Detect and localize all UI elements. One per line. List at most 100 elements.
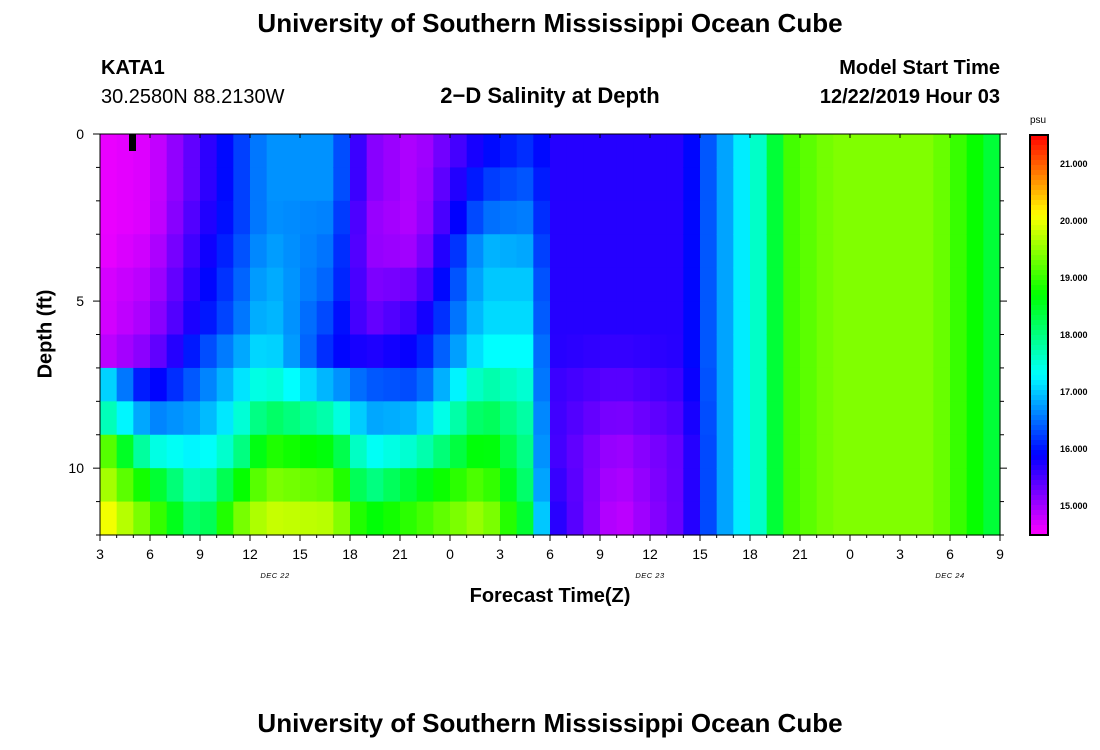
heatmap-cell bbox=[166, 367, 184, 402]
heatmap-cell bbox=[283, 234, 301, 269]
heatmap-cell bbox=[866, 200, 884, 235]
heatmap-cell bbox=[783, 468, 801, 503]
heatmap-cell bbox=[450, 501, 468, 536]
heatmap-cell bbox=[533, 167, 551, 202]
colorbar-segment bbox=[1030, 490, 1048, 496]
heatmap-cell bbox=[416, 267, 434, 302]
heatmap-cell bbox=[900, 434, 918, 469]
heatmap-cell bbox=[933, 167, 951, 202]
heatmap-cell bbox=[233, 501, 251, 536]
colorbar-segment bbox=[1030, 400, 1048, 406]
heatmap-cell bbox=[750, 401, 768, 436]
heatmap-cell bbox=[833, 301, 851, 336]
heatmap-cell bbox=[916, 200, 934, 235]
heatmap-cell bbox=[216, 301, 234, 336]
heatmap-cell bbox=[983, 200, 1001, 235]
heatmap-cell bbox=[166, 468, 184, 503]
heatmap-cell bbox=[600, 167, 618, 202]
colorbar-frame bbox=[1029, 134, 1049, 536]
colorbar-segment bbox=[1030, 515, 1048, 521]
heatmap-cell bbox=[133, 200, 151, 235]
heatmap-cell bbox=[633, 334, 651, 369]
heatmap-cell bbox=[300, 501, 318, 536]
heatmap-cell bbox=[266, 234, 284, 269]
heatmap-cell bbox=[683, 334, 701, 369]
heatmap-cell bbox=[683, 234, 701, 269]
x-tick-label: 12 bbox=[642, 546, 658, 562]
heatmap-cell bbox=[200, 501, 218, 536]
heatmap-cell bbox=[966, 334, 984, 369]
heatmap-cell bbox=[300, 267, 318, 302]
heatmap-cell bbox=[283, 200, 301, 235]
heatmap-cell bbox=[800, 468, 818, 503]
heatmap-cell bbox=[700, 434, 718, 469]
heatmap-cell bbox=[666, 434, 684, 469]
heatmap-cell bbox=[333, 234, 351, 269]
heatmap-cell bbox=[866, 468, 884, 503]
heatmap-cell bbox=[850, 134, 868, 169]
heatmap-cell bbox=[516, 501, 534, 536]
heatmap-cell bbox=[966, 167, 984, 202]
heatmap-cell bbox=[800, 267, 818, 302]
heatmap-cell bbox=[433, 501, 451, 536]
heatmap-cell bbox=[250, 167, 268, 202]
heatmap-cell bbox=[733, 267, 751, 302]
colorbar-segment bbox=[1030, 360, 1048, 366]
heatmap-cell bbox=[750, 334, 768, 369]
heatmap-cell bbox=[816, 134, 834, 169]
heatmap-cell bbox=[150, 301, 168, 336]
heatmap-cell bbox=[650, 301, 668, 336]
heatmap-cell bbox=[350, 334, 368, 369]
heatmap-cell bbox=[600, 301, 618, 336]
heatmap-cell bbox=[733, 434, 751, 469]
heatmap-cell bbox=[700, 301, 718, 336]
heatmap-cell bbox=[933, 234, 951, 269]
heatmap-cell bbox=[550, 200, 568, 235]
heatmap-cell bbox=[883, 334, 901, 369]
heatmap-cell bbox=[366, 301, 384, 336]
heatmap-cell bbox=[533, 200, 551, 235]
colorbar-segment bbox=[1030, 395, 1048, 401]
heatmap-cell bbox=[100, 134, 118, 169]
heatmap-cell bbox=[216, 401, 234, 436]
heatmap-cell bbox=[733, 134, 751, 169]
heatmap-cell bbox=[583, 501, 601, 536]
heatmap-cell bbox=[783, 234, 801, 269]
heatmap-cell bbox=[283, 501, 301, 536]
colorbar-segment bbox=[1030, 190, 1048, 196]
colorbar-segment bbox=[1030, 350, 1048, 356]
heatmap-cell bbox=[800, 134, 818, 169]
heatmap-cell bbox=[300, 301, 318, 336]
colorbar-segment bbox=[1030, 370, 1048, 376]
heatmap-cell bbox=[116, 301, 134, 336]
heatmap-cell bbox=[216, 434, 234, 469]
heatmap-cell bbox=[716, 234, 734, 269]
colorbar-segment bbox=[1030, 175, 1048, 181]
heatmap-cell bbox=[833, 267, 851, 302]
heatmap-cell bbox=[316, 301, 334, 336]
heatmap-cell bbox=[783, 367, 801, 402]
heatmap-cell bbox=[666, 401, 684, 436]
heatmap-cell bbox=[716, 401, 734, 436]
x-tick-label: 9 bbox=[196, 546, 204, 562]
heatmap-cell bbox=[483, 134, 501, 169]
heatmap-cell bbox=[533, 468, 551, 503]
heatmap-cell bbox=[883, 468, 901, 503]
heatmap-cell bbox=[616, 501, 634, 536]
colorbar-segment bbox=[1030, 530, 1048, 536]
heatmap-cell bbox=[266, 334, 284, 369]
heatmap-cell bbox=[100, 267, 118, 302]
heatmap-cell bbox=[800, 401, 818, 436]
colorbar-segment bbox=[1030, 520, 1048, 526]
heatmap-cell bbox=[666, 167, 684, 202]
heatmap-cell bbox=[750, 200, 768, 235]
heatmap-cell bbox=[766, 134, 784, 169]
heatmap-cell bbox=[183, 234, 201, 269]
heatmap-cell bbox=[883, 167, 901, 202]
heatmap-cell bbox=[483, 401, 501, 436]
heatmap-cell bbox=[416, 401, 434, 436]
heatmap-cell bbox=[966, 501, 984, 536]
y-tick-label: 0 bbox=[76, 126, 84, 142]
heatmap-cell bbox=[650, 434, 668, 469]
heatmap-cell bbox=[933, 134, 951, 169]
